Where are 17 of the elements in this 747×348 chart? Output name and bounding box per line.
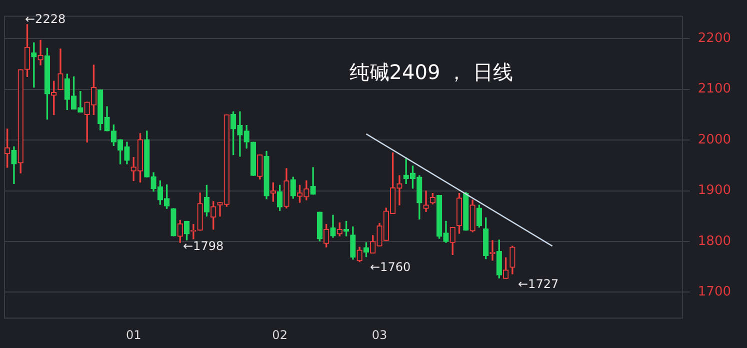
candlestick [490, 240, 496, 261]
annotation: ←1798 [183, 239, 224, 254]
y-tick-label: 1800 [698, 234, 732, 249]
y-tick-label: 2200 [698, 31, 732, 46]
annotation: ←2228 [25, 12, 66, 26]
annotation: ←1760 [370, 260, 411, 274]
y-tick-label: 1700 [698, 284, 732, 300]
candlestick [423, 190, 429, 212]
text: 纯碱2409 ， 日线 [349, 60, 513, 84]
y-tick-label: 2100 [698, 82, 732, 97]
x-tick-label: 03 [372, 328, 388, 342]
y-tick-label: 1900 [698, 183, 732, 198]
annotation: ←1727 [518, 277, 559, 292]
candlestick [38, 40, 44, 66]
x-tick-label: 01 [126, 328, 142, 342]
x-tick-label: 02 [272, 328, 288, 342]
y-tick-label: 2000 [698, 132, 732, 148]
